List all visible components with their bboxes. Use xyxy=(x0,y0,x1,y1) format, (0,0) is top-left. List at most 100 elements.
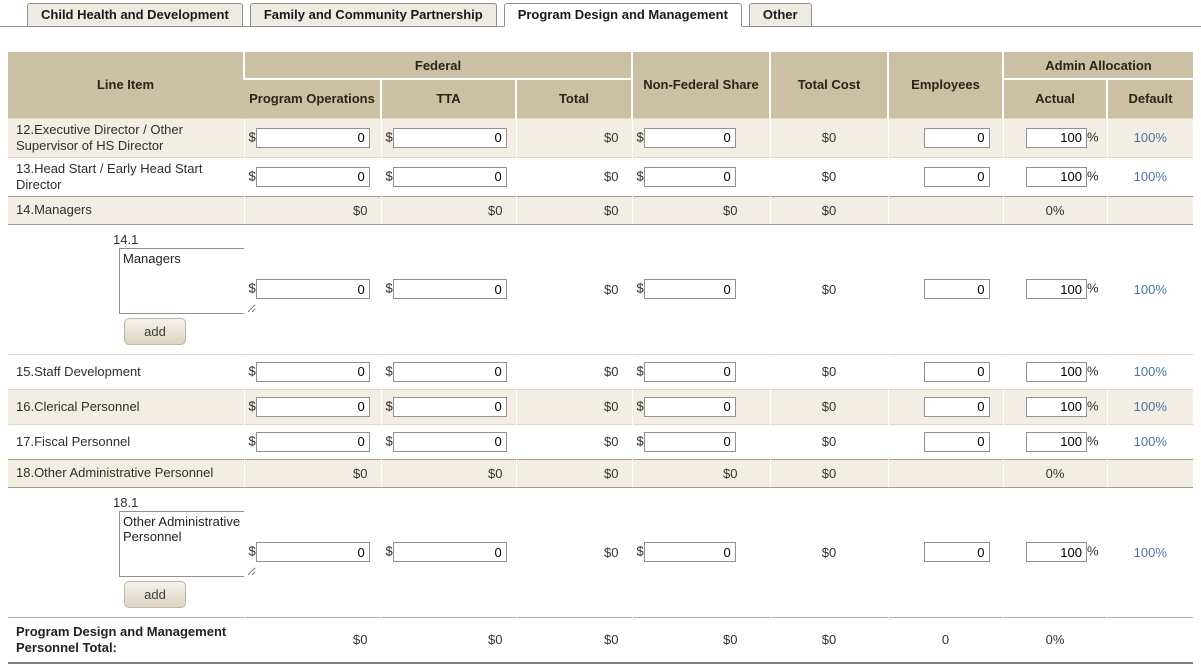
table-row-13: 13.Head Start / Early Head Start Directo… xyxy=(8,156,1193,196)
total-federal-total: $0 xyxy=(515,616,632,664)
tab-bar: Child Health and Development Family and … xyxy=(0,0,1201,27)
tta-input[interactable] xyxy=(392,431,507,452)
employees-input[interactable] xyxy=(923,542,990,562)
default-allocation-link[interactable]: 100% xyxy=(1133,169,1167,184)
actual-allocation-input[interactable] xyxy=(1025,396,1087,417)
employees-input[interactable] xyxy=(923,396,990,417)
actual-allocation-input[interactable] xyxy=(1025,431,1087,452)
non-federal-share-input-cell: $ xyxy=(631,117,770,157)
actual-allocation-input[interactable] xyxy=(1025,127,1087,148)
sub-line-item-cell: 14.1 Managers add xyxy=(8,224,257,354)
currency-symbol: $ xyxy=(385,167,393,183)
tta-input[interactable] xyxy=(392,361,507,382)
header-program-operations: Program Operations xyxy=(244,78,381,118)
total-program-operations: $0 xyxy=(243,616,381,664)
federal-total-value: $0 xyxy=(515,388,632,424)
tta-input[interactable] xyxy=(392,166,507,187)
line-item-label: 14.Managers xyxy=(8,195,244,225)
default-allocation-cell: 100% xyxy=(1106,224,1193,354)
tab-family-and-community-partnership[interactable]: Family and Community Partnership xyxy=(249,3,497,27)
non-federal-share-input[interactable] xyxy=(643,542,736,562)
currency-symbol: $ xyxy=(248,397,256,413)
tab-program-design-and-management[interactable]: Program Design and Management xyxy=(503,3,742,27)
tta-input-cell: $ xyxy=(380,487,516,617)
total-row: Program Design and Management Personnel … xyxy=(8,616,1193,664)
tta-input[interactable] xyxy=(392,396,507,417)
total-cost-value: $0 xyxy=(769,423,888,459)
federal-total-value: $0 xyxy=(515,156,632,196)
default-allocation-link[interactable]: 100% xyxy=(1133,364,1167,379)
actual-allocation-input[interactable] xyxy=(1025,166,1087,187)
non-federal-share-input[interactable] xyxy=(643,127,736,148)
federal-total-value: $0 xyxy=(515,224,632,354)
total-cost-value: $0 xyxy=(769,487,888,617)
program-operations-subtotal: $0 xyxy=(243,195,381,225)
currency-symbol: $ xyxy=(385,280,393,296)
actual-allocation-input[interactable] xyxy=(1025,542,1087,562)
federal-total-value: $0 xyxy=(515,353,632,389)
employees-cell xyxy=(887,388,1003,424)
program-operations-input[interactable] xyxy=(255,361,370,382)
tab-other[interactable]: Other xyxy=(748,3,812,27)
total-total-cost: $0 xyxy=(769,616,888,664)
default-allocation-cell: 100% xyxy=(1106,156,1193,196)
line-item-label: 13.Head Start / Early Head Start Directo… xyxy=(8,156,244,196)
tta-input-cell: $ xyxy=(380,423,516,459)
program-operations-input-cell: $ xyxy=(243,224,381,354)
header-total-cost: Total Cost xyxy=(769,52,888,118)
currency-symbol: $ xyxy=(385,362,393,378)
program-operations-input[interactable] xyxy=(255,396,370,417)
budget-table: Line Item Federal Non-Federal Share Tota… xyxy=(8,52,1193,664)
tta-input[interactable] xyxy=(392,542,507,562)
currency-symbol: $ xyxy=(636,167,644,183)
default-allocation-link[interactable]: 100% xyxy=(1133,399,1167,414)
header-tta: TTA xyxy=(380,78,516,118)
sub-line-item-description[interactable]: Managers xyxy=(119,247,257,314)
default-allocation-link[interactable]: 100% xyxy=(1133,434,1167,449)
default-allocation-link[interactable]: 100% xyxy=(1133,281,1167,297)
program-operations-input[interactable] xyxy=(255,166,370,187)
non-federal-share-input[interactable] xyxy=(643,166,736,187)
non-federal-share-input[interactable] xyxy=(643,396,736,417)
default-allocation-cell: 100% xyxy=(1106,117,1193,157)
default-allocation-cell: 100% xyxy=(1106,487,1193,617)
add-button[interactable]: add xyxy=(124,580,186,608)
non-federal-share-input[interactable] xyxy=(643,361,736,382)
employees-input[interactable] xyxy=(923,431,990,452)
federal-total-value: $0 xyxy=(515,487,632,617)
total-cost-value: $0 xyxy=(769,117,888,157)
tab-child-health-and-development[interactable]: Child Health and Development xyxy=(27,3,243,27)
tta-input[interactable] xyxy=(392,279,507,299)
employees-subtotal xyxy=(887,195,1003,225)
total-cost-value: $0 xyxy=(769,156,888,196)
non-federal-share-input[interactable] xyxy=(643,279,736,299)
currency-symbol: $ xyxy=(248,362,256,378)
federal-total-value: $0 xyxy=(515,423,632,459)
tta-subtotal: $0 xyxy=(380,195,516,225)
program-operations-input[interactable] xyxy=(255,279,370,299)
program-operations-subtotal: $0 xyxy=(243,458,381,488)
program-operations-input[interactable] xyxy=(255,127,370,148)
default-allocation-link[interactable]: 100% xyxy=(1133,130,1167,145)
add-button[interactable]: add xyxy=(124,317,186,345)
actual-allocation-input[interactable] xyxy=(1025,361,1087,382)
non-federal-share-input-cell: $ xyxy=(631,388,770,424)
non-federal-share-input-cell: $ xyxy=(631,487,770,617)
actual-allocation-input[interactable] xyxy=(1025,279,1087,299)
table-row-15: 15.Staff Development$$$0$$0%100% xyxy=(8,353,1193,389)
default-allocation-link[interactable]: 100% xyxy=(1133,544,1167,560)
employees-cell xyxy=(887,423,1003,459)
employees-input[interactable] xyxy=(923,127,990,148)
table-body: 12.Executive Director / Other Supervisor… xyxy=(8,117,1193,617)
non-federal-share-input[interactable] xyxy=(643,431,736,452)
tta-input[interactable] xyxy=(392,127,507,148)
employees-input[interactable] xyxy=(923,166,990,187)
program-operations-input[interactable] xyxy=(255,431,370,452)
total-cost-subtotal: $0 xyxy=(769,195,888,225)
employees-input[interactable] xyxy=(923,279,990,299)
program-operations-input[interactable] xyxy=(255,542,370,562)
sub-line-item-description[interactable]: Other Administrative Personnel xyxy=(119,510,257,577)
employees-input[interactable] xyxy=(923,361,990,382)
